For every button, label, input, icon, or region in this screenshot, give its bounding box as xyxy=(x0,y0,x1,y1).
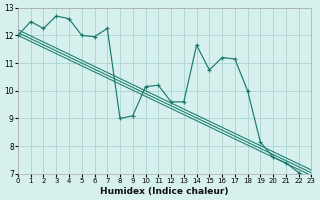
X-axis label: Humidex (Indice chaleur): Humidex (Indice chaleur) xyxy=(100,187,229,196)
